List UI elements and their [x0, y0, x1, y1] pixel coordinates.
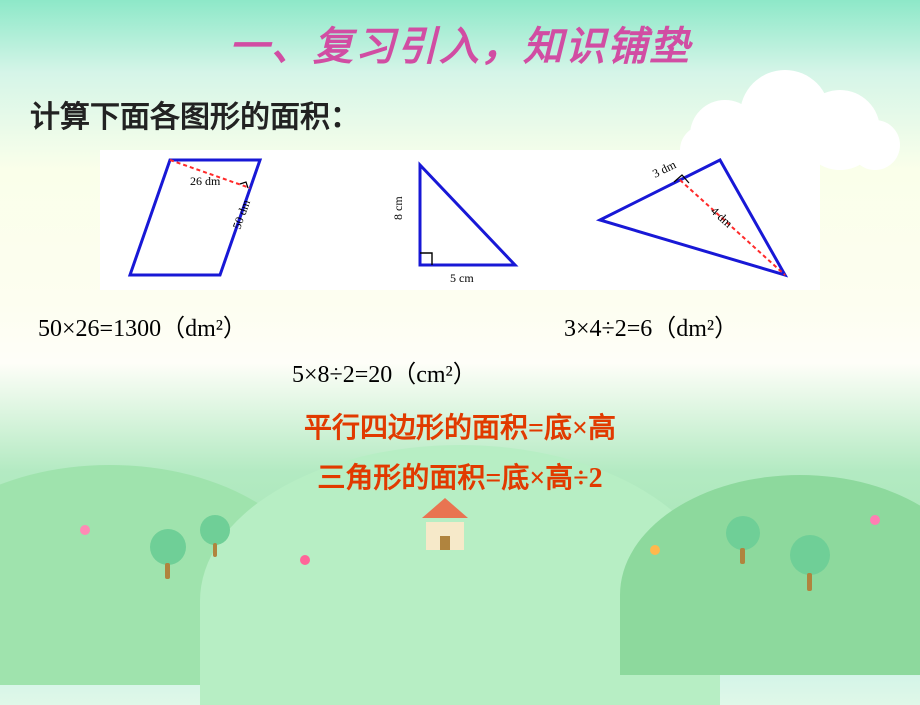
right-triangle-base-label: 5 cm — [450, 271, 474, 285]
right-triangle-shape: 8 cm 5 cm — [380, 150, 550, 290]
figure-area: 26 dm 50 dm 8 cm 5 cm 3 dm 4 dm — [100, 150, 820, 290]
formula-triangle: 三角形的面积=底×高÷2 — [0, 456, 920, 496]
house-icon — [420, 500, 470, 550]
parallelogram-height-label: 26 dm — [190, 174, 221, 188]
triangle-shape: 3 dm 4 dm — [570, 150, 820, 290]
calc-right-triangle: 5×8÷2=20（cm²） — [292, 354, 477, 389]
calc-parallelogram: 50×26=1300（dm²） — [38, 308, 247, 343]
flower-icon — [870, 515, 880, 525]
flower-icon — [300, 555, 310, 565]
parallelogram-side-label: 50 dm — [230, 197, 254, 231]
flower-icon — [650, 545, 660, 555]
triangle-side-label: 3 dm — [650, 157, 679, 181]
tree-icon — [726, 516, 760, 550]
tree-icon — [150, 529, 186, 565]
right-triangle-height-label: 8 cm — [391, 196, 405, 220]
formula-parallelogram: 平行四边形的面积=底×高 — [0, 406, 920, 446]
calc-triangle: 3×4÷2=6（dm²） — [564, 308, 738, 343]
tree-icon — [790, 535, 830, 575]
page-title: 一、复习引入，知识铺垫 — [0, 14, 920, 72]
parallelogram-shape: 26 dm 50 dm — [100, 150, 330, 290]
flower-icon — [80, 525, 90, 535]
subtitle: 计算下面各图形的面积： — [30, 92, 360, 136]
tree-icon — [200, 515, 230, 545]
